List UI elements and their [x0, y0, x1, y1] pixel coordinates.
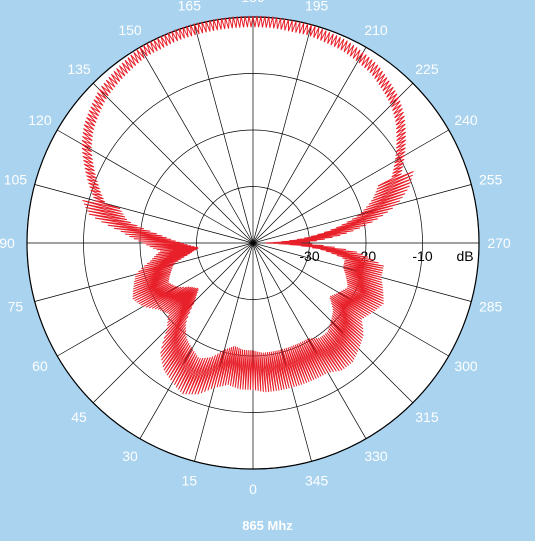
angle-tick-label: 195 — [305, 0, 329, 13]
angle-tick-label: 60 — [32, 358, 48, 374]
grid-spoke — [252, 129, 449, 244]
radial-tick-label: -30 — [299, 248, 319, 264]
angle-tick-label: 255 — [479, 171, 503, 187]
grid-spoke — [139, 47, 254, 244]
radial-tick-label: -10 — [412, 248, 432, 264]
grid-spoke — [92, 82, 254, 244]
grid-spoke — [194, 242, 254, 462]
grid-spoke — [139, 242, 254, 439]
angle-tick-label: 270 — [487, 235, 511, 251]
angle-tick-label: 0 — [249, 481, 257, 497]
angle-tick-label: 300 — [454, 358, 478, 374]
grid-spoke — [34, 184, 254, 244]
chart-caption: 865 Mhz — [242, 518, 293, 533]
grid-spoke — [57, 129, 254, 244]
angle-tick-label: 210 — [364, 22, 388, 38]
angle-tick-label: 45 — [71, 409, 87, 425]
unit-label: dB — [456, 248, 473, 264]
angle-tick-label: 90 — [0, 235, 15, 251]
grid-spoke — [252, 242, 449, 357]
angle-tick-label: 315 — [415, 409, 439, 425]
series-trace — [81, 15, 414, 395]
angle-tick-label: 240 — [454, 112, 478, 128]
grid-spoke — [252, 24, 312, 244]
grid-spoke — [252, 47, 367, 244]
grid-spoke — [252, 82, 414, 244]
angle-tick-label: 75 — [8, 299, 24, 315]
angle-tick-label: 105 — [4, 171, 28, 187]
angle-tick-label: 15 — [182, 473, 198, 489]
grid-spoke — [252, 242, 414, 404]
grid-spoke — [194, 24, 254, 244]
angle-tick-label: 120 — [28, 112, 52, 128]
angle-tick-label: 135 — [67, 61, 91, 77]
angle-tick-label: 180 — [241, 0, 265, 5]
angle-tick-label: 330 — [364, 448, 388, 464]
grid-spoke — [252, 184, 472, 244]
angle-tick-label: 165 — [178, 0, 202, 13]
grid-spoke — [252, 242, 312, 462]
angle-tick-label: 345 — [305, 473, 329, 489]
angle-tick-label: 150 — [118, 22, 142, 38]
angle-tick-label: 225 — [415, 61, 439, 77]
angle-tick-label: 30 — [122, 448, 138, 464]
grid-spoke — [252, 242, 367, 439]
angle-tick-label: 285 — [479, 299, 503, 315]
